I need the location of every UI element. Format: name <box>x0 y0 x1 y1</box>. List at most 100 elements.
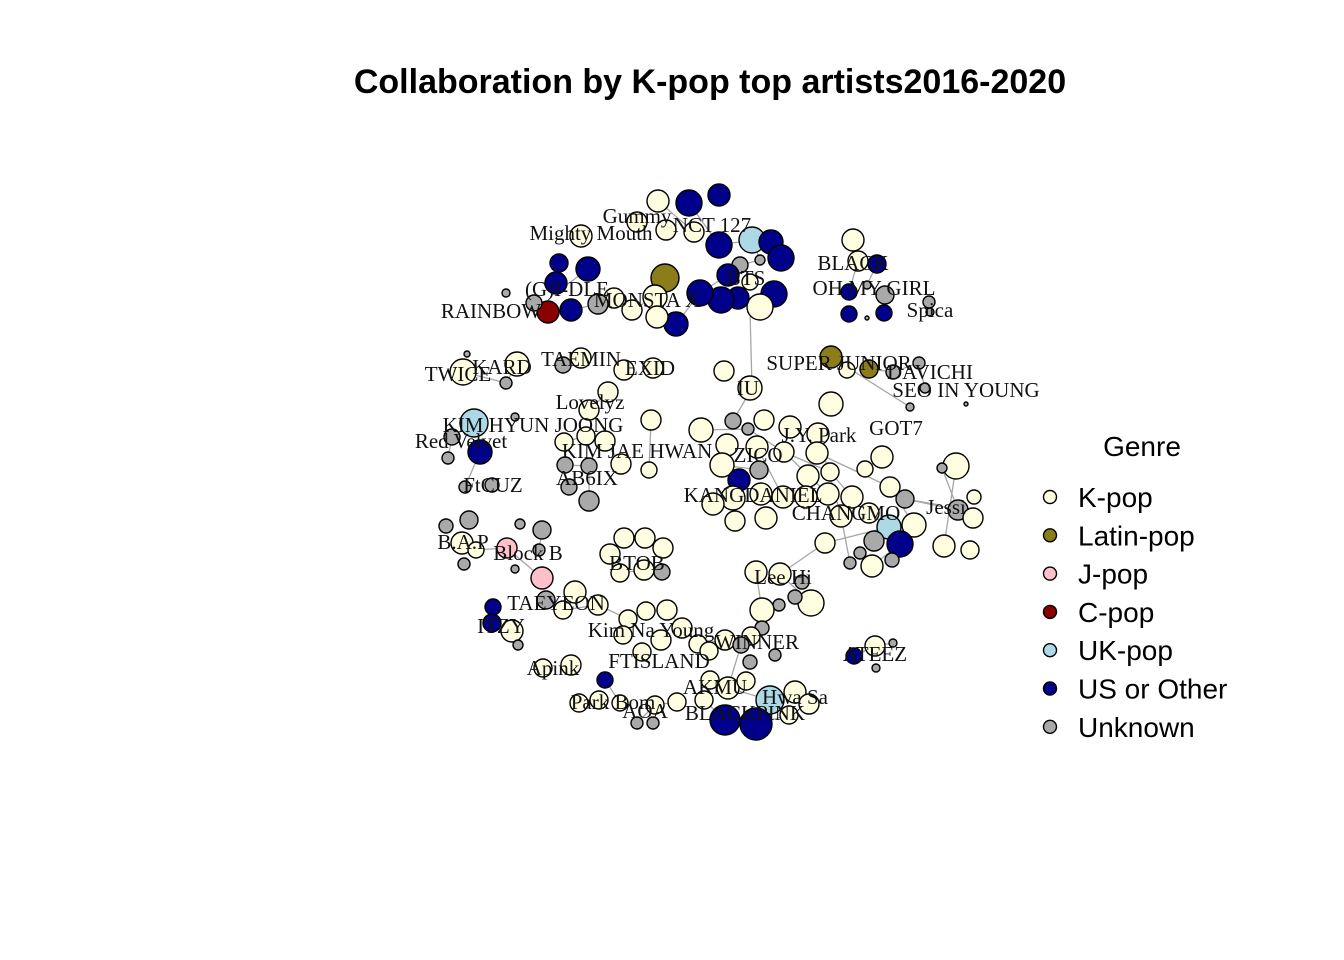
artist-node <box>646 189 670 213</box>
node-label-spica: Spica <box>907 298 954 322</box>
artist-node <box>576 426 596 446</box>
artist-node <box>636 601 656 621</box>
artist-node <box>589 690 609 710</box>
artist-node <box>467 439 493 465</box>
artist-node <box>767 244 795 272</box>
node-label-kim-jae-hwan: KIM JAE HWAN <box>562 439 713 463</box>
node-label-blackpink: BLACKPINK <box>685 701 805 725</box>
node-label-kard: KARD <box>472 355 532 379</box>
legend-label-uk-pop: UK-pop <box>1078 635 1173 666</box>
artist-node <box>556 456 574 474</box>
node-label-mighty-mouth: Mighty Mouth <box>529 221 653 245</box>
artist-node <box>610 453 632 475</box>
artist-node <box>884 552 900 568</box>
artist-node <box>713 360 735 382</box>
artist-node <box>650 629 672 651</box>
node-label-apink: Apink <box>527 656 580 680</box>
artist-node <box>532 520 552 540</box>
node-label-itzy: ITZY <box>477 614 525 638</box>
legend-swatch-k-pop <box>1042 489 1058 505</box>
node-label-block-b: Block B <box>493 541 562 565</box>
artist-node <box>749 482 773 506</box>
node-label-red-velvet: Red Velvet <box>415 429 508 453</box>
node-label-monsta-x: MONSTA X <box>594 288 700 312</box>
artist-node <box>646 716 660 730</box>
node-label-taemin: TAEMIN <box>541 347 621 371</box>
artist-node <box>875 285 895 305</box>
artist-node <box>860 554 884 578</box>
artist-node <box>901 512 927 538</box>
artist-node <box>533 658 553 678</box>
artist-node <box>645 305 669 329</box>
node-label-kim-hyun-joong: KIM HYUN JOONG <box>443 413 624 437</box>
artist-node <box>694 690 714 710</box>
artist-node <box>875 304 893 322</box>
artist-node <box>960 540 980 560</box>
artist-node <box>962 507 984 529</box>
legend-title: Genre <box>1103 431 1181 462</box>
node-label-b-a-p: B.A.P <box>437 530 488 554</box>
node-label-aoa: AOA <box>622 699 668 723</box>
artist-node <box>814 532 836 554</box>
artist-node <box>458 480 472 494</box>
artist-node <box>532 543 546 557</box>
artist-node <box>656 599 678 621</box>
artist-node <box>867 254 887 274</box>
artist-node <box>700 670 720 690</box>
node-label-ftisland: FTISLAND <box>608 649 710 673</box>
artist-node <box>919 382 931 394</box>
artist-node <box>798 693 820 715</box>
artist-node <box>905 402 915 412</box>
artist-node <box>744 560 768 584</box>
artist-node <box>840 283 858 301</box>
artist-node <box>626 211 648 233</box>
artist-node <box>966 489 982 505</box>
artist-node <box>754 506 778 530</box>
artist-node <box>667 692 687 712</box>
artist-node <box>560 478 578 496</box>
artist-node <box>496 537 518 559</box>
artist-node <box>560 654 582 676</box>
node-label-winner: WINNER <box>715 630 799 654</box>
artist-node <box>655 219 677 241</box>
artist-node <box>749 597 775 623</box>
artist-node <box>840 485 864 509</box>
node-label-taeyeon: TAEYEON <box>507 591 604 615</box>
artist-node <box>895 489 915 509</box>
artist-node <box>736 671 756 691</box>
artist-node <box>745 435 769 459</box>
artist-node <box>559 298 583 322</box>
artist-node <box>686 279 714 307</box>
artist-node <box>683 221 705 243</box>
legend-swatch-j-pop <box>1042 566 1058 581</box>
label-layer: Gummy NCT 127 Mighty Mouth BTS (G)I-DLEMONST… <box>415 204 1040 725</box>
node-layer <box>438 183 984 741</box>
artist-node <box>580 457 598 475</box>
artist-node <box>818 391 844 417</box>
artist-node <box>820 462 840 482</box>
artist-node <box>716 263 740 287</box>
node-label-zico: ZICO <box>734 443 783 467</box>
artist-node <box>742 654 758 670</box>
node-label-super-junior: SUPER JUNIOR <box>766 351 911 375</box>
node-label-btob: BTOB <box>609 551 665 575</box>
artist-node <box>613 625 633 645</box>
artist-node <box>749 460 769 480</box>
artist-node <box>794 574 810 590</box>
artist-node <box>863 530 885 552</box>
artist-node <box>843 556 857 570</box>
artist-node <box>925 307 935 317</box>
artist-node <box>467 541 485 559</box>
artist-node <box>671 617 693 639</box>
artist-node <box>732 636 750 654</box>
artist-node <box>613 527 635 549</box>
artist-node <box>841 228 865 252</box>
artist-node <box>640 461 658 479</box>
artist-node <box>630 716 644 730</box>
artist-node <box>594 430 616 452</box>
node-label-ab6ix: AB6IX <box>556 466 618 490</box>
node-label-bts: BTS <box>727 266 766 290</box>
artist-node <box>746 293 774 321</box>
artist-node <box>587 293 609 315</box>
